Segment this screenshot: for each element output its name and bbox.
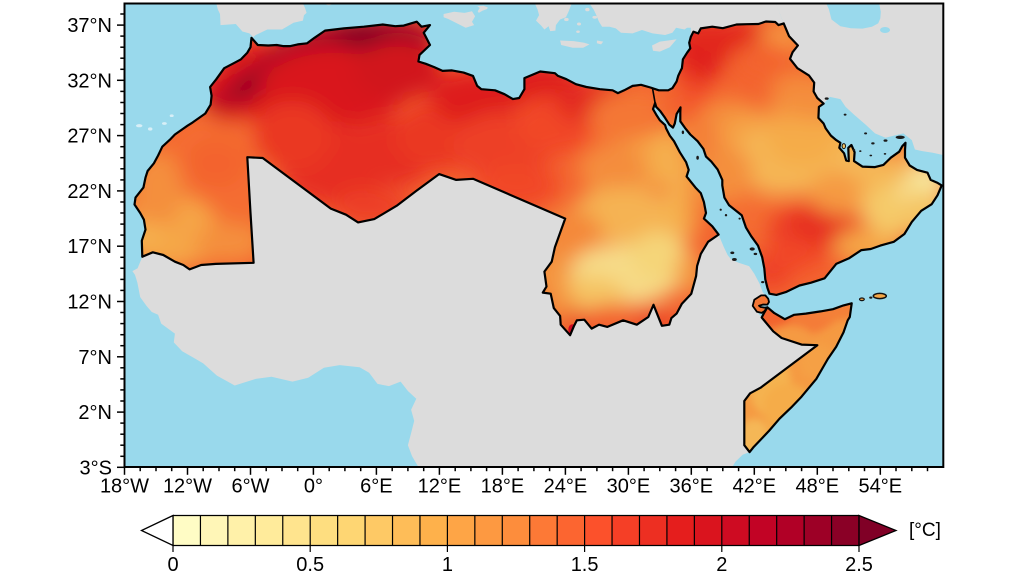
- svg-text:2°N: 2°N: [78, 402, 112, 424]
- svg-text:36°E: 36°E: [670, 476, 714, 498]
- svg-text:12°W: 12°W: [163, 476, 212, 498]
- svg-text:12°N: 12°N: [67, 292, 112, 314]
- svg-text:17°N: 17°N: [67, 236, 112, 258]
- svg-text:18°E: 18°E: [481, 476, 525, 498]
- svg-text:48°E: 48°E: [796, 476, 840, 498]
- svg-text:6°E: 6°E: [360, 476, 392, 498]
- svg-text:12°E: 12°E: [418, 476, 462, 498]
- svg-text:32°N: 32°N: [67, 70, 112, 92]
- svg-text:1.5: 1.5: [571, 554, 599, 576]
- svg-text:3°S: 3°S: [80, 457, 112, 479]
- svg-text:24°E: 24°E: [544, 476, 588, 498]
- svg-text:42°E: 42°E: [733, 476, 777, 498]
- svg-text:54°E: 54°E: [859, 476, 903, 498]
- svg-text:1: 1: [442, 554, 453, 576]
- svg-text:18°W: 18°W: [100, 476, 149, 498]
- svg-text:2: 2: [716, 554, 727, 576]
- svg-text:0: 0: [167, 554, 178, 576]
- svg-text:2.5: 2.5: [845, 554, 873, 576]
- svg-text:0°: 0°: [304, 476, 323, 498]
- svg-text:6°W: 6°W: [232, 476, 270, 498]
- svg-text:22°N: 22°N: [67, 181, 112, 203]
- svg-text:0.5: 0.5: [296, 554, 324, 576]
- svg-text:7°N: 7°N: [78, 347, 112, 369]
- svg-text:30°E: 30°E: [607, 476, 651, 498]
- svg-text:27°N: 27°N: [67, 126, 112, 148]
- svg-text:37°N: 37°N: [67, 15, 112, 37]
- svg-text:[°C]: [°C]: [909, 520, 941, 541]
